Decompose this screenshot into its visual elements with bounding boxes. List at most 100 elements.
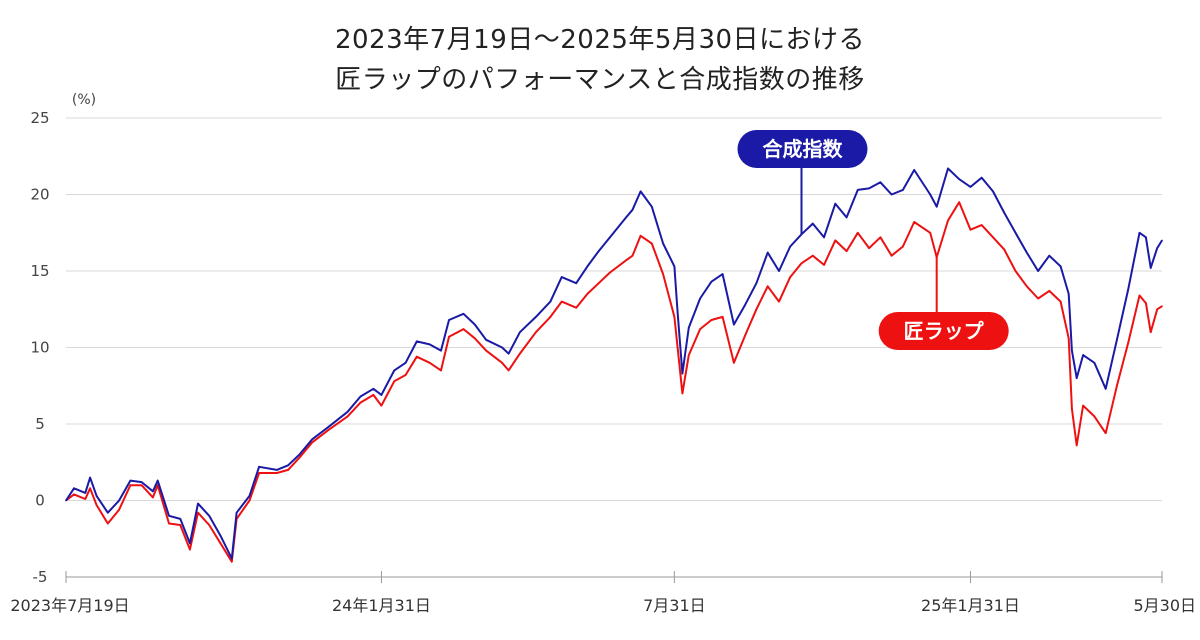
- data-point: [744, 303, 746, 306]
- data-point: [118, 508, 120, 511]
- data-point: [902, 245, 904, 248]
- data-point: [879, 181, 882, 184]
- data-point: [662, 242, 664, 245]
- data-point: [710, 319, 713, 321]
- data-point: [688, 326, 690, 329]
- data-point: [380, 394, 383, 396]
- data-point: [812, 254, 814, 257]
- y-axis-unit-label: (%): [72, 92, 96, 108]
- data-point: [913, 169, 915, 171]
- data-point: [789, 276, 791, 278]
- data-point: [346, 415, 349, 418]
- data-point: [1156, 247, 1158, 249]
- y-tick-label: 0: [35, 492, 45, 510]
- series-lines: [65, 167, 1163, 563]
- y-tick-label: 5: [35, 415, 45, 433]
- data-point: [1071, 349, 1073, 352]
- data-point: [1003, 212, 1006, 214]
- data-point: [65, 499, 67, 502]
- data-point: [639, 235, 642, 237]
- data-point: [992, 190, 994, 193]
- y-tick-label: -5: [33, 568, 48, 586]
- data-point: [140, 484, 143, 487]
- data-point: [1145, 236, 1147, 239]
- series-line-wrap: [65, 201, 1163, 563]
- data-point: [1082, 354, 1084, 356]
- data-point: [219, 542, 222, 545]
- data-point: [89, 476, 91, 479]
- data-point: [688, 354, 690, 356]
- data-point: [1156, 308, 1158, 311]
- data-point: [428, 343, 431, 346]
- data-point: [1116, 385, 1118, 387]
- chart-title-line-1: 2023年7月19日～2025年5月30日における: [334, 25, 866, 55]
- data-point: [980, 176, 983, 179]
- data-point: [800, 262, 803, 265]
- data-point: [992, 236, 994, 239]
- data-point: [1067, 293, 1070, 295]
- data-point: [311, 438, 314, 441]
- data-point: [507, 352, 510, 355]
- data-point: [673, 316, 676, 318]
- data-point: [152, 496, 154, 499]
- data-point: [428, 362, 431, 364]
- data-point: [812, 222, 814, 225]
- data-point: [156, 479, 159, 482]
- series-line-index: [65, 167, 1163, 560]
- data-point: [789, 245, 791, 248]
- data-point: [947, 167, 949, 170]
- data-point: [1161, 239, 1163, 242]
- data-point: [1093, 415, 1096, 418]
- data-point: [235, 511, 238, 514]
- data-point: [560, 276, 563, 278]
- x-tick-label: 25年1月31日: [921, 596, 1020, 615]
- data-point: [248, 495, 251, 497]
- data-point: [1075, 377, 1078, 379]
- data-point: [519, 331, 521, 334]
- data-point: [258, 472, 260, 474]
- data-point: [179, 518, 182, 520]
- annotation-badge: [737, 130, 868, 168]
- data-point: [857, 189, 859, 191]
- data-point: [359, 395, 362, 398]
- data-point: [535, 331, 537, 334]
- data-point: [699, 328, 701, 330]
- data-point: [189, 542, 191, 545]
- data-point: [834, 239, 837, 242]
- data-point: [597, 250, 600, 252]
- data-point: [287, 464, 289, 467]
- data-point: [393, 369, 396, 372]
- data-point: [474, 323, 476, 326]
- data-point: [721, 316, 724, 318]
- data-point: [485, 349, 487, 352]
- data-point: [868, 187, 870, 190]
- data-point: [372, 388, 375, 390]
- data-point: [631, 209, 634, 211]
- data-point: [699, 297, 701, 300]
- data-point: [1067, 337, 1070, 340]
- y-tick-label: 15: [30, 262, 49, 280]
- data-point: [327, 429, 330, 431]
- y-tick-label: 10: [30, 339, 49, 357]
- data-point: [609, 236, 611, 239]
- data-point: [935, 205, 938, 208]
- data-point: [710, 280, 713, 283]
- y-tick-label: 25: [30, 109, 49, 127]
- data-point: [639, 190, 642, 193]
- x-tick-label: 7月31日: [643, 596, 706, 615]
- data-point: [733, 362, 735, 364]
- data-point: [129, 479, 132, 482]
- data-point: [535, 316, 537, 318]
- data-point: [560, 300, 563, 303]
- data-point: [1104, 432, 1107, 435]
- data-point: [448, 319, 450, 321]
- data-point: [208, 515, 210, 517]
- data-point: [586, 265, 589, 268]
- data-point: [404, 374, 407, 376]
- data-point: [969, 186, 972, 188]
- data-point: [1149, 267, 1152, 269]
- data-point: [625, 259, 627, 262]
- data-point: [1026, 285, 1028, 288]
- data-point: [276, 472, 278, 474]
- data-point: [1138, 232, 1141, 234]
